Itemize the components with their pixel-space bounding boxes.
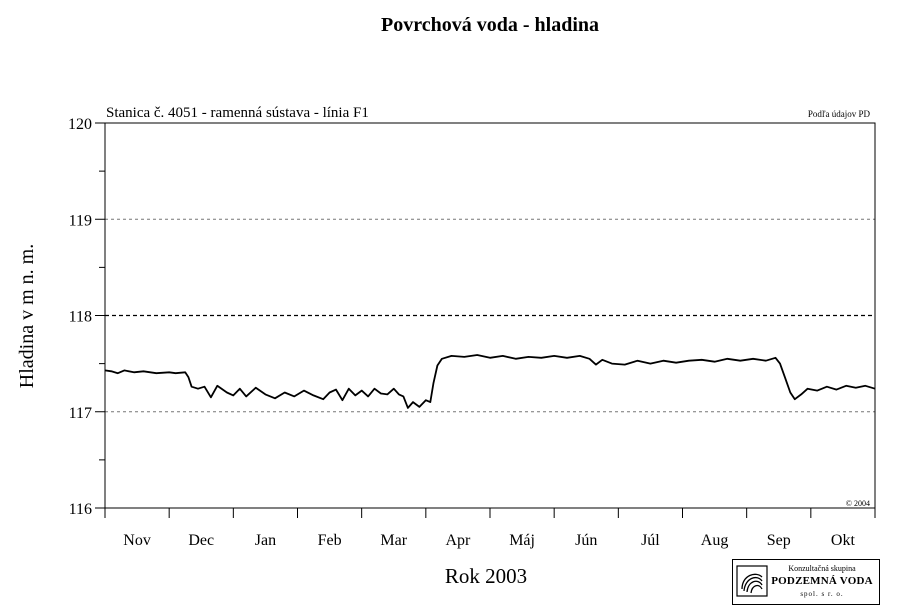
x-axis: Nov Dec Jan Feb Mar Apr Máj Jún Júl Aug Sep Okt (104, 508, 876, 549)
chart-title: Povrchová voda - hladina (381, 14, 599, 36)
x-tick-label: Mar (380, 532, 407, 549)
company-tagline: Konzultačná skupina (788, 564, 856, 573)
x-tick-label: Sep (767, 532, 791, 549)
y-tick-label: 118 (69, 309, 92, 326)
company-suffix: spol. s r. o. (800, 590, 844, 598)
x-tick-label: Dec (188, 532, 214, 549)
x-tick-label: Apr (445, 532, 471, 549)
series-line-0 (104, 354, 876, 409)
y-axis-title: Hladina v m n. m. (16, 244, 38, 388)
copyright-note: © 2004 (846, 499, 870, 508)
grid-layer (105, 218, 875, 413)
chart-subtitle: Stanica č. 4051 - ramenná sústava - líni… (106, 105, 369, 121)
y-tick-label: 120 (68, 116, 92, 133)
company-logo-icon (736, 565, 768, 597)
x-tick-label: Aug (701, 532, 729, 549)
x-tick-label: Júl (641, 532, 660, 549)
y-axis: 116 117 118 119 120 (68, 116, 105, 518)
x-tick-label: Jan (255, 532, 276, 549)
x-tick-label: Feb (318, 532, 342, 549)
company-logo-box: Konzultačná skupina PODZEMNÁ VODA spol. … (732, 559, 880, 605)
x-tick-label: Okt (831, 532, 856, 549)
x-tick-label: Nov (123, 532, 151, 549)
company-name: PODZEMNÁ VODA (771, 575, 873, 587)
x-tick-label: Jún (575, 532, 597, 549)
series-layer (104, 354, 876, 409)
x-axis-title: Rok 2003 (445, 564, 527, 588)
source-note: Podľa údajov PD (808, 109, 871, 119)
y-tick-label: 117 (69, 405, 92, 422)
y-tick-label: 116 (69, 501, 92, 518)
y-tick-label: 119 (69, 212, 92, 229)
x-tick-label: Máj (509, 532, 535, 549)
